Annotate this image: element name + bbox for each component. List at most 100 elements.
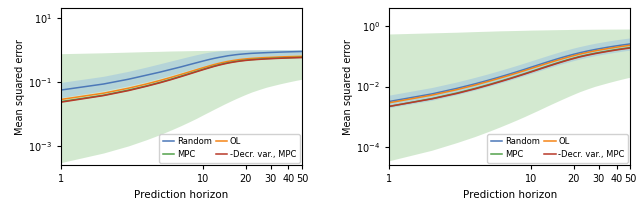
Random xyxy=(267,51,275,54)
OL xyxy=(620,45,628,47)
MPC xyxy=(267,57,275,60)
X-axis label: Prediction horizon: Prediction horizon xyxy=(463,190,557,199)
OL xyxy=(605,47,612,50)
MPC xyxy=(224,61,232,64)
MPC xyxy=(533,68,541,71)
OL xyxy=(199,66,207,69)
Random xyxy=(533,64,541,66)
OL xyxy=(125,87,132,89)
Random xyxy=(570,53,578,56)
OL xyxy=(527,67,535,70)
Random xyxy=(100,83,108,85)
Line: -Decr. var., MPC: -Decr. var., MPC xyxy=(61,58,302,102)
MPC xyxy=(168,78,175,80)
Random xyxy=(177,66,185,68)
Random xyxy=(228,54,236,57)
-Decr. var., MPC xyxy=(292,57,300,59)
-Decr. var., MPC xyxy=(620,48,628,50)
OL xyxy=(185,71,193,73)
MPC xyxy=(556,61,564,63)
-Decr. var., MPC xyxy=(239,60,246,62)
Random xyxy=(505,73,513,75)
OL xyxy=(627,44,634,46)
MPC xyxy=(211,65,218,67)
MPC xyxy=(627,46,634,49)
Line: MPC: MPC xyxy=(389,48,630,106)
Random xyxy=(484,79,492,81)
MPC xyxy=(513,75,521,77)
MPC xyxy=(205,66,212,69)
MPC xyxy=(156,81,164,84)
MPC xyxy=(453,92,461,94)
-Decr. var., MPC xyxy=(220,63,227,65)
MPC xyxy=(193,70,200,72)
-Decr. var., MPC xyxy=(484,84,492,86)
OL xyxy=(564,56,572,59)
MPC xyxy=(548,63,556,66)
-Decr. var., MPC xyxy=(591,53,598,55)
OL xyxy=(567,55,575,58)
-Decr. var., MPC xyxy=(567,58,575,60)
-Decr. var., MPC xyxy=(564,59,572,61)
Random xyxy=(428,93,436,95)
Random xyxy=(239,53,246,55)
OL xyxy=(220,61,227,63)
MPC xyxy=(248,58,255,61)
-Decr. var., MPC xyxy=(228,61,236,64)
Random xyxy=(620,44,628,46)
-Decr. var., MPC xyxy=(215,64,223,66)
OL xyxy=(584,51,591,54)
Random xyxy=(215,56,223,59)
OL xyxy=(612,46,620,48)
OL xyxy=(591,50,598,52)
Random xyxy=(255,52,263,54)
Line: MPC: MPC xyxy=(61,57,302,102)
Random xyxy=(242,53,250,55)
Legend: Random, MPC, OL, -Decr. var., MPC: Random, MPC, OL, -Decr. var., MPC xyxy=(159,134,300,163)
OL xyxy=(385,102,393,104)
MPC xyxy=(612,48,620,51)
-Decr. var., MPC xyxy=(255,58,263,60)
Random xyxy=(125,78,132,80)
-Decr. var., MPC xyxy=(570,57,578,60)
-Decr. var., MPC xyxy=(471,88,479,90)
OL xyxy=(228,60,236,62)
Random xyxy=(298,50,306,53)
MPC xyxy=(543,65,551,67)
Random xyxy=(385,100,393,103)
-Decr. var., MPC xyxy=(168,78,175,81)
OL xyxy=(543,62,551,64)
OL xyxy=(156,79,164,82)
MPC xyxy=(505,77,513,80)
MPC xyxy=(552,62,560,64)
-Decr. var., MPC xyxy=(276,57,284,60)
-Decr. var., MPC xyxy=(100,94,108,97)
Line: Random: Random xyxy=(389,44,630,101)
Random xyxy=(156,71,164,73)
MPC xyxy=(228,61,236,63)
-Decr. var., MPC xyxy=(556,61,564,64)
MPC xyxy=(143,85,150,87)
MPC xyxy=(177,75,185,77)
MPC xyxy=(285,57,292,59)
-Decr. var., MPC xyxy=(156,82,164,84)
Random xyxy=(543,61,551,63)
-Decr. var., MPC xyxy=(543,65,551,68)
OL xyxy=(276,56,284,58)
Random xyxy=(143,74,150,76)
OL xyxy=(538,64,546,66)
-Decr. var., MPC xyxy=(193,71,200,73)
-Decr. var., MPC xyxy=(267,58,275,60)
X-axis label: Prediction horizon: Prediction horizon xyxy=(134,190,228,199)
MPC xyxy=(57,100,65,103)
-Decr. var., MPC xyxy=(576,56,584,58)
MPC xyxy=(527,70,535,73)
MPC xyxy=(595,51,603,54)
Random xyxy=(556,57,564,59)
OL xyxy=(484,80,492,83)
MPC xyxy=(298,56,306,59)
Random xyxy=(521,68,529,70)
Random xyxy=(168,68,175,70)
Random xyxy=(552,58,560,60)
MPC xyxy=(484,84,492,86)
